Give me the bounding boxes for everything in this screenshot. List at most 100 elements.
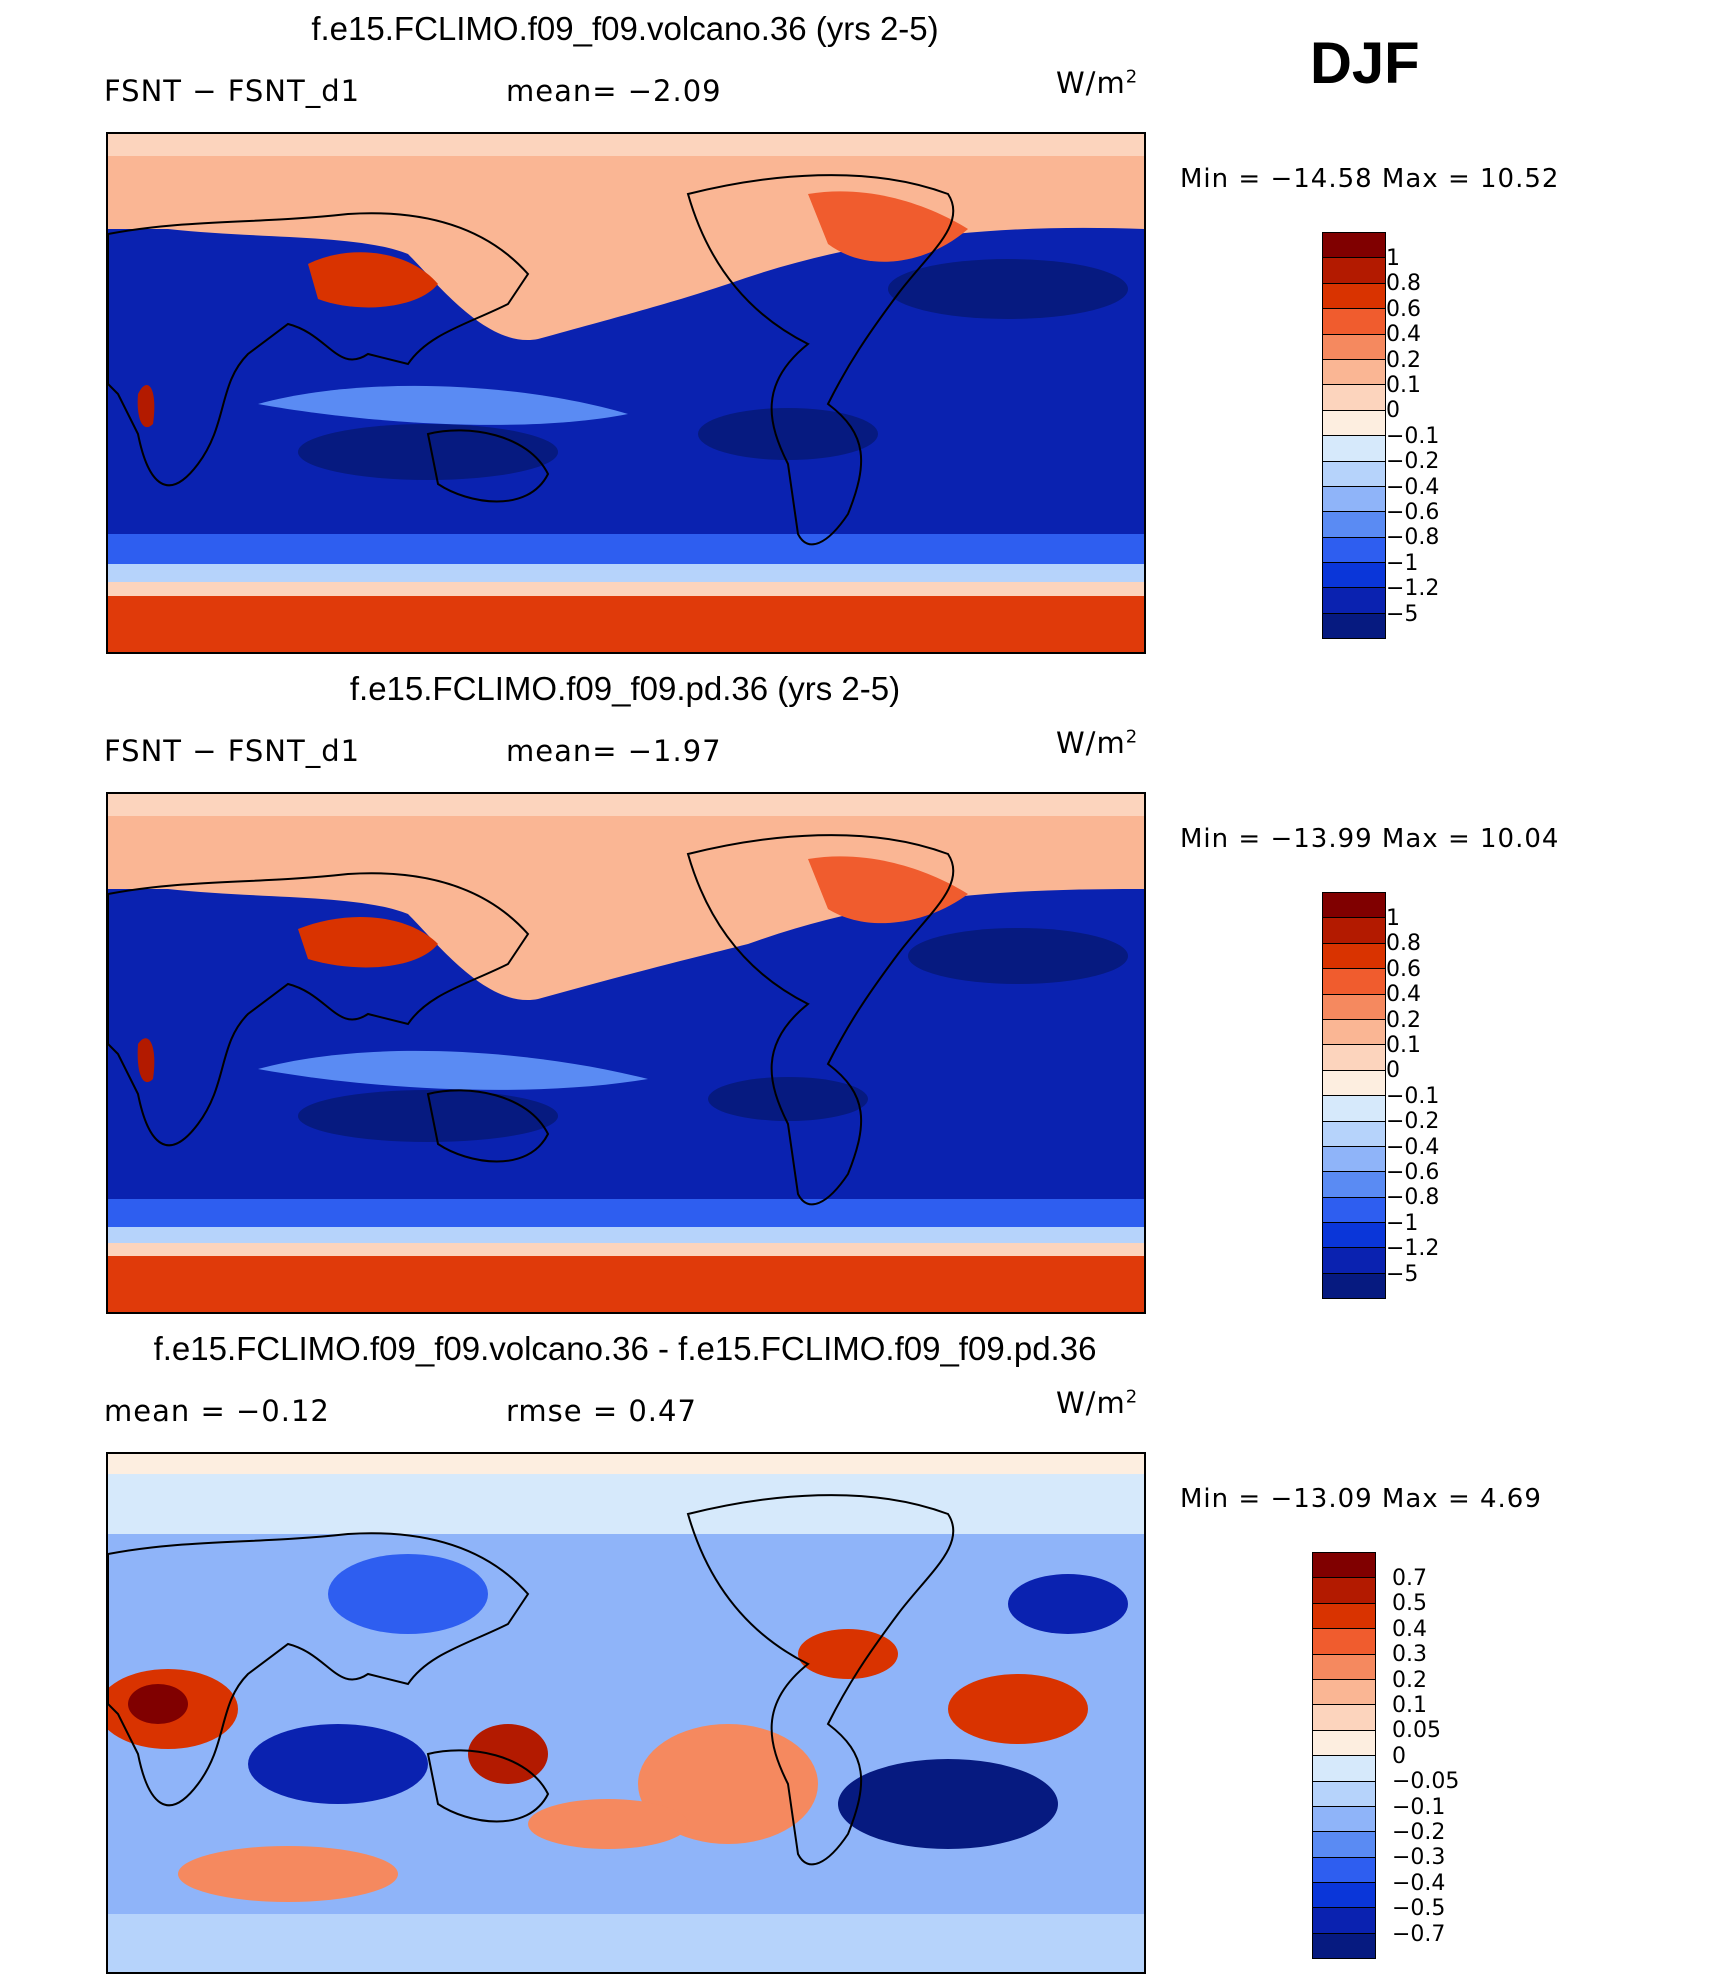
colorbar-swatch	[1323, 359, 1385, 386]
so-band-3	[108, 582, 1144, 596]
subtropic-low-3	[888, 259, 1128, 319]
colorbar-label: −0.7	[1392, 1921, 1446, 1947]
colorbar-label: −0.4	[1392, 1870, 1446, 1896]
pos-anomaly	[638, 1724, 818, 1844]
coastlines	[108, 1494, 955, 1866]
units-label: W/m2	[1056, 726, 1138, 760]
colorbar-label: −0.2	[1392, 1820, 1446, 1846]
arctic-band	[108, 794, 1144, 816]
colorbar-swatch	[1323, 512, 1385, 538]
colorbar-swatch	[1323, 1096, 1385, 1122]
variable-label: FSNT − FSNT_d1	[104, 74, 361, 108]
min-max-label: Min = −13.09 Max = 4.69	[1180, 1484, 1542, 1514]
min-max-label: Min = −14.58 Max = 10.52	[1180, 164, 1560, 194]
subtropic-low-1	[298, 424, 558, 480]
colorbar-label: 0.2	[1386, 347, 1421, 373]
map-svg	[108, 134, 1144, 652]
colorbar-swatch	[1323, 258, 1385, 284]
colorbar-label: −1.2	[1386, 1236, 1440, 1262]
neg-anomaly	[1008, 1574, 1128, 1634]
colorbar-swatch	[1313, 1553, 1375, 1579]
colorbar-swatch	[1313, 1781, 1375, 1807]
itcz-band	[258, 385, 628, 425]
season-label: DJF	[1310, 31, 1420, 96]
colorbar	[1312, 1552, 1376, 1960]
colorbar-label: 0.8	[1386, 271, 1421, 297]
colorbar-swatch	[1323, 283, 1385, 310]
colorbar-label: 1	[1386, 246, 1400, 271]
colorbar-label: 0.1	[1386, 1033, 1421, 1059]
mean-label: mean= −1.97	[506, 734, 722, 768]
itcz-band	[258, 1050, 648, 1090]
colorbar-label: 0.6	[1386, 296, 1421, 322]
colorbar-labels: 1 0.8 0.6 0.4 0.2 0.1 0 −0.1 −0.2 −0.4 −…	[1386, 246, 1439, 627]
colorbar-label: 0.7	[1392, 1566, 1427, 1591]
colorbar	[1322, 892, 1386, 1300]
colorbar-swatch	[1323, 1248, 1385, 1274]
colorbar-swatch	[1323, 563, 1385, 589]
colorbar-label: −0.6	[1386, 500, 1440, 526]
tibet-positive	[298, 917, 438, 968]
pos-anomaly	[528, 1799, 688, 1849]
colorbar-label: −1	[1386, 1210, 1419, 1236]
colorbar-label: −0.05	[1392, 1769, 1460, 1795]
colorbar-swatch	[1313, 1679, 1375, 1706]
colorbar-label: 0.2	[1392, 1667, 1427, 1693]
neg-anomaly	[248, 1724, 428, 1804]
map-svg	[108, 794, 1144, 1312]
colorbar-swatch	[1313, 1908, 1375, 1934]
africa-positive	[137, 1038, 155, 1083]
colorbar-swatch	[1323, 1223, 1385, 1249]
mean-label: mean= −2.09	[506, 74, 722, 108]
namerica-positive	[808, 191, 968, 262]
so-band-1	[108, 534, 1144, 564]
colorbar-swatch	[1323, 1045, 1385, 1071]
colorbar-label: 0.2	[1386, 1007, 1421, 1033]
units-text: W/m	[1056, 726, 1126, 760]
panel-title: f.e15.FCLIMO.f09_f09.volcano.36 (yrs 2-5…	[311, 10, 939, 47]
colorbar-label: 0.05	[1392, 1718, 1441, 1744]
coastlines	[108, 834, 955, 1206]
pos-anomaly	[128, 1684, 188, 1724]
colorbar-swatch	[1313, 1933, 1375, 1959]
colorbar-label: 0.1	[1392, 1693, 1427, 1719]
colorbar-swatch	[1323, 1197, 1385, 1224]
so-band-2	[108, 564, 1144, 582]
africa-positive	[137, 385, 155, 428]
map-plot	[106, 792, 1146, 1314]
pos-anomaly	[178, 1846, 398, 1902]
colorbar-label: 0.4	[1392, 1616, 1427, 1642]
neg-anomaly	[838, 1759, 1058, 1849]
colorbar-swatch	[1323, 1019, 1385, 1046]
colorbar-label: −0.3	[1392, 1845, 1446, 1871]
so-band-2	[108, 1227, 1144, 1243]
colorbar-label: −0.1	[1392, 1794, 1446, 1820]
antarctic-band	[108, 1914, 1144, 1972]
colorbar-label: 0	[1386, 398, 1400, 424]
so-band-1	[108, 1199, 1144, 1227]
units-text: W/m	[1056, 66, 1126, 100]
colorbar-swatch	[1323, 486, 1385, 513]
mean-label: mean = −0.12	[104, 1394, 330, 1428]
map-svg	[108, 1454, 1144, 1972]
units-exponent: 2	[1125, 66, 1139, 88]
colorbar-swatch	[1323, 385, 1385, 411]
colorbar-label: −0.1	[1386, 1083, 1440, 1109]
map-plot	[106, 132, 1146, 654]
colorbar-swatch	[1323, 893, 1385, 919]
colorbar-label: −0.2	[1386, 1109, 1440, 1135]
pos-anomaly	[468, 1724, 548, 1784]
colorbar	[1322, 232, 1386, 640]
colorbar-swatch	[1313, 1705, 1375, 1731]
subtropic-low-2	[708, 1077, 868, 1121]
colorbar-labels: 1 0.8 0.6 0.4 0.2 0.1 0 −0.1 −0.2 −0.4 −…	[1386, 906, 1439, 1287]
antarctic-positive	[108, 1256, 1144, 1312]
colorbar-label: −1.2	[1386, 576, 1440, 602]
colorbar-swatch	[1323, 918, 1385, 944]
colorbar-swatch	[1313, 1654, 1375, 1680]
colorbar-swatch	[1313, 1806, 1375, 1833]
nh-band	[108, 1474, 1144, 1534]
colorbar-swatch	[1323, 436, 1385, 462]
units-exponent: 2	[1125, 1386, 1139, 1408]
units-text: W/m	[1056, 1386, 1126, 1420]
